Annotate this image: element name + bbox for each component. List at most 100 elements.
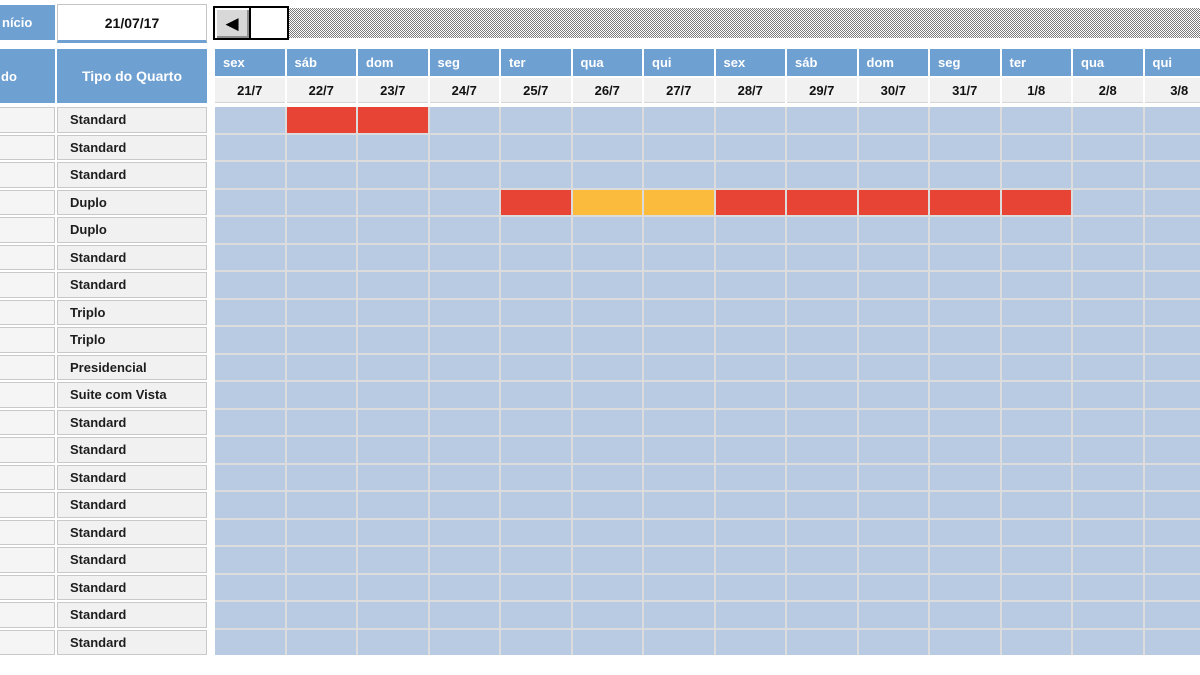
calendar-day-cell[interactable]: [715, 409, 785, 435]
calendar-day-cell[interactable]: [1073, 602, 1143, 628]
calendar-day-cell[interactable]: [429, 272, 499, 298]
calendar-day-cell[interactable]: [215, 602, 285, 628]
scrollbar-thumb[interactable]: [251, 8, 287, 38]
calendar-day-cell[interactable]: [858, 629, 928, 655]
calendar-day-cell[interactable]: [644, 437, 714, 463]
calendar-day-cell[interactable]: [715, 354, 785, 380]
calendar-day-cell[interactable]: [858, 299, 928, 325]
room-type-cell[interactable]: Duplo: [57, 189, 207, 215]
calendar-day-cell[interactable]: [358, 244, 428, 270]
calendar-day-cell[interactable]: [215, 382, 285, 408]
calendar-day-cell[interactable]: [429, 327, 499, 353]
calendar-day-cell[interactable]: [429, 134, 499, 160]
calendar-day-cell[interactable]: [501, 629, 571, 655]
calendar-day-cell[interactable]: [1001, 189, 1071, 215]
calendar-day-cell[interactable]: [429, 629, 499, 655]
calendar-day-cell[interactable]: [858, 189, 928, 215]
calendar-day-cell[interactable]: [1001, 107, 1071, 133]
calendar-day-cell[interactable]: [429, 492, 499, 518]
calendar-day-cell[interactable]: [644, 382, 714, 408]
calendar-day-cell[interactable]: [858, 409, 928, 435]
calendar-day-cell[interactable]: [429, 189, 499, 215]
calendar-day-cell[interactable]: [1001, 547, 1071, 573]
calendar-day-cell[interactable]: [1001, 217, 1071, 243]
calendar-day-cell[interactable]: [1144, 492, 1200, 518]
calendar-day-cell[interactable]: [358, 189, 428, 215]
calendar-day-cell[interactable]: [358, 272, 428, 298]
calendar-day-cell[interactable]: [1073, 299, 1143, 325]
guest-column-cell[interactable]: [0, 134, 55, 160]
calendar-day-cell[interactable]: [787, 134, 857, 160]
calendar-day-cell[interactable]: [286, 272, 356, 298]
calendar-day-cell[interactable]: [429, 519, 499, 545]
calendar-day-cell[interactable]: [501, 134, 571, 160]
room-type-cell[interactable]: Standard: [57, 547, 207, 573]
calendar-day-cell[interactable]: [1001, 492, 1071, 518]
calendar-day-cell[interactable]: [429, 602, 499, 628]
calendar-day-cell[interactable]: [1144, 464, 1200, 490]
calendar-day-cell[interactable]: [215, 244, 285, 270]
calendar-day-cell[interactable]: [1144, 437, 1200, 463]
calendar-day-cell[interactable]: [787, 382, 857, 408]
calendar-day-cell[interactable]: [644, 574, 714, 600]
calendar-day-cell[interactable]: [501, 519, 571, 545]
calendar-day-cell[interactable]: [644, 547, 714, 573]
guest-column-cell[interactable]: [0, 602, 55, 628]
calendar-day-cell[interactable]: [715, 189, 785, 215]
calendar-day-cell[interactable]: [715, 327, 785, 353]
calendar-day-cell[interactable]: [858, 134, 928, 160]
calendar-day-cell[interactable]: [215, 492, 285, 518]
calendar-day-cell[interactable]: [930, 519, 1000, 545]
calendar-day-cell[interactable]: [715, 217, 785, 243]
calendar-day-cell[interactable]: [286, 629, 356, 655]
calendar-day-cell[interactable]: [644, 217, 714, 243]
guest-column-cell[interactable]: [0, 409, 55, 435]
calendar-day-cell[interactable]: [572, 437, 642, 463]
guest-column-cell[interactable]: [0, 547, 55, 573]
calendar-day-cell[interactable]: [787, 189, 857, 215]
calendar-day-cell[interactable]: [787, 574, 857, 600]
calendar-day-cell[interactable]: [787, 107, 857, 133]
calendar-day-cell[interactable]: [429, 382, 499, 408]
room-type-cell[interactable]: Standard: [57, 107, 207, 133]
calendar-day-cell[interactable]: [644, 162, 714, 188]
room-type-cell[interactable]: Standard: [57, 162, 207, 188]
calendar-day-cell[interactable]: [358, 217, 428, 243]
calendar-day-cell[interactable]: [215, 547, 285, 573]
guest-column-cell[interactable]: [0, 574, 55, 600]
calendar-day-cell[interactable]: [501, 464, 571, 490]
room-type-cell[interactable]: Duplo: [57, 217, 207, 243]
calendar-day-cell[interactable]: [1001, 409, 1071, 435]
calendar-day-cell[interactable]: [358, 574, 428, 600]
calendar-day-cell[interactable]: [930, 492, 1000, 518]
calendar-day-cell[interactable]: [358, 464, 428, 490]
room-type-cell[interactable]: Standard: [57, 464, 207, 490]
calendar-day-cell[interactable]: [644, 327, 714, 353]
guest-column-cell[interactable]: [0, 464, 55, 490]
calendar-day-cell[interactable]: [501, 409, 571, 435]
calendar-day-cell[interactable]: [715, 629, 785, 655]
calendar-day-cell[interactable]: [787, 519, 857, 545]
calendar-day-cell[interactable]: [858, 437, 928, 463]
calendar-day-cell[interactable]: [930, 382, 1000, 408]
calendar-day-cell[interactable]: [358, 382, 428, 408]
calendar-day-cell[interactable]: [215, 437, 285, 463]
calendar-day-cell[interactable]: [572, 189, 642, 215]
calendar-day-cell[interactable]: [286, 134, 356, 160]
calendar-day-cell[interactable]: [501, 602, 571, 628]
calendar-day-cell[interactable]: [1144, 519, 1200, 545]
calendar-day-cell[interactable]: [501, 299, 571, 325]
calendar-day-cell[interactable]: [429, 107, 499, 133]
calendar-day-cell[interactable]: [644, 464, 714, 490]
room-type-cell[interactable]: Standard: [57, 492, 207, 518]
calendar-day-cell[interactable]: [1073, 217, 1143, 243]
calendar-day-cell[interactable]: [572, 574, 642, 600]
calendar-day-cell[interactable]: [501, 327, 571, 353]
calendar-day-cell[interactable]: [1144, 244, 1200, 270]
calendar-day-cell[interactable]: [930, 602, 1000, 628]
calendar-day-cell[interactable]: [572, 464, 642, 490]
calendar-day-cell[interactable]: [286, 602, 356, 628]
calendar-day-cell[interactable]: [572, 272, 642, 298]
calendar-day-cell[interactable]: [715, 134, 785, 160]
calendar-day-cell[interactable]: [1073, 272, 1143, 298]
